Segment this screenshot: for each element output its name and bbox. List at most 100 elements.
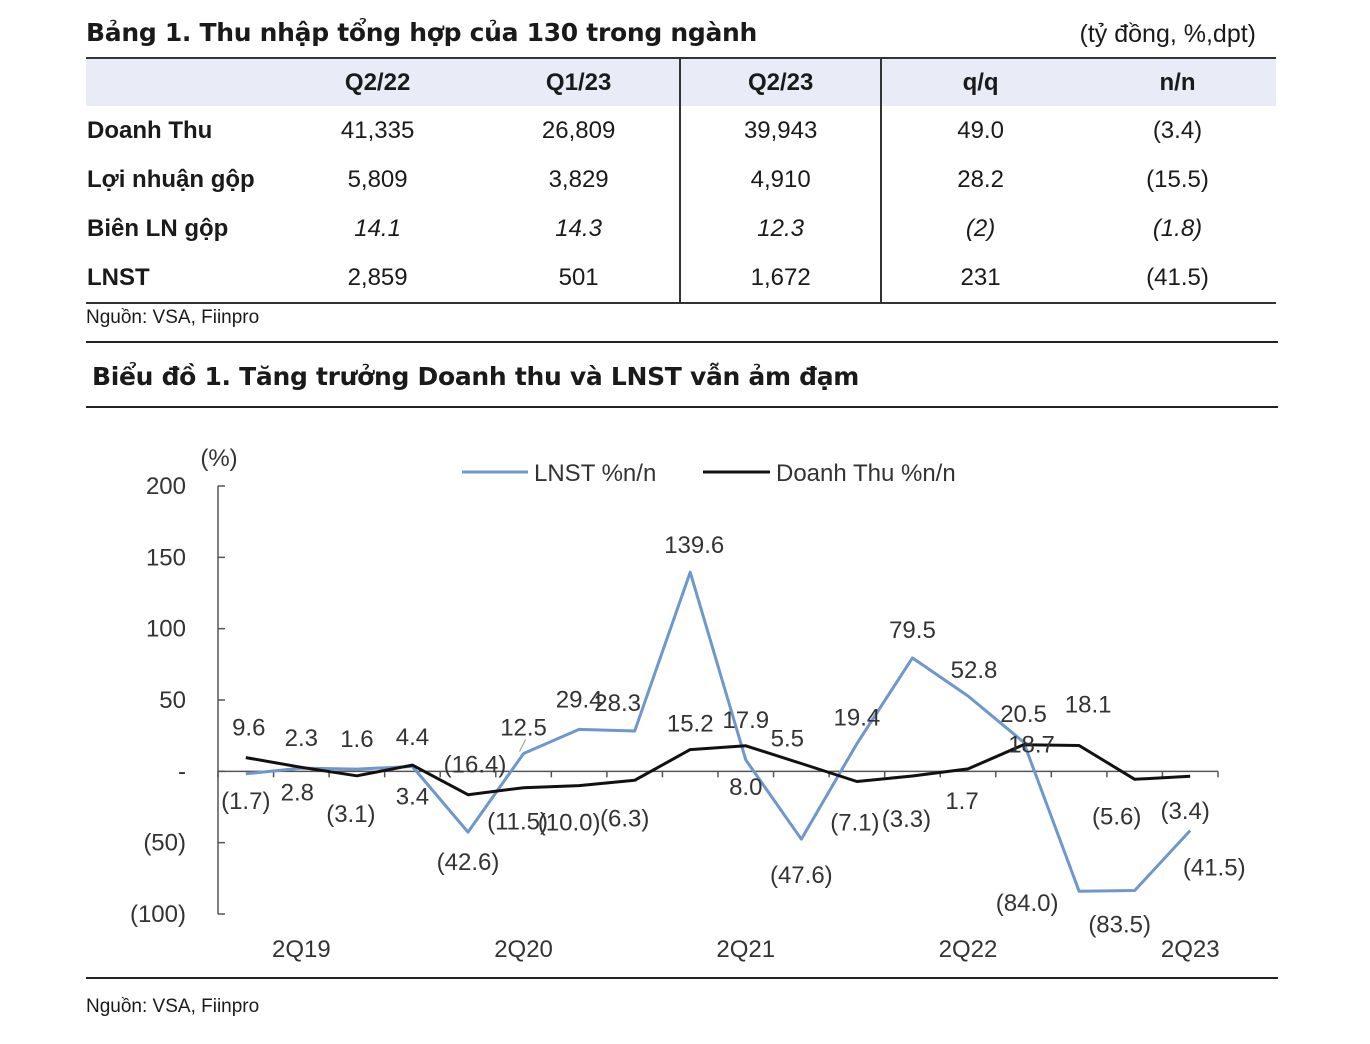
data-label-doanh-thu: 2.8 [281, 779, 314, 806]
data-labels: (1.7) 2.3 1.6 3.4 (42.6) 12.5 29.428.3 139.6 8.0… [221, 532, 1245, 938]
row-label: Lợi nhuận gộp [87, 165, 255, 193]
data-label-lnst: (83.5) [1088, 911, 1151, 938]
table-cell: 2,859 [347, 263, 408, 291]
data-label-lnst: 139.6 [664, 532, 724, 559]
data-label-doanh-thu: (10.0) [538, 810, 601, 837]
income-table: Q2/22 Q1/23 Q2/23 q/q n/n Doanh Thu 41,3… [86, 57, 1276, 304]
legend-label-lnst: LNST %n/n [534, 460, 656, 487]
series-lines [245, 570, 1192, 893]
y-axis-label: (%) [200, 445, 237, 472]
chart-source: Nguồn: VSA, Fiinpro [86, 996, 260, 1017]
data-label-lnst: 3.4 [396, 783, 429, 810]
data-label-doanh-thu: (11.5) [487, 809, 548, 836]
y-axis: 200 150 100 50 - (50) (100) [130, 473, 225, 928]
data-label-lnst: 79.5 [889, 617, 936, 644]
data-label-doanh-thu: (7.1) [830, 809, 879, 836]
table-unit: (tỷ đồng, %,dpt) [1079, 20, 1256, 48]
table-cell: 49.0 [880, 106, 1079, 155]
data-label-lnst: 8.0 [729, 774, 762, 801]
header-q2-23: Q2/23 [679, 58, 882, 106]
data-label-lnst: 19.4 [834, 705, 881, 732]
divider-bottom [86, 977, 1278, 979]
data-label-doanh-thu: 17.9 [722, 707, 769, 734]
x-tick-label: 2Q19 [272, 936, 331, 963]
table-row: Lợi nhuận gộp 5,809 3,829 4,910 28.2 (15… [86, 155, 1276, 204]
table-row: LNST 2,859 501 1,672 231 (41.5) [86, 253, 1276, 303]
chart-title: Biểu đồ 1. Tăng trưởng Doanh thu và LNST… [92, 362, 860, 391]
table-cell: 14.3 [555, 214, 602, 242]
header-q1-23: Q1/23 [478, 58, 681, 106]
data-label-lnst: 29.4 [556, 686, 603, 713]
data-label-doanh-thu: 9.6 [232, 715, 265, 742]
data-label-lnst: (1.7) [221, 788, 270, 815]
table-cell: 4,910 [679, 155, 882, 204]
y-tick-label: (50) [143, 830, 186, 857]
table-header-row: Q2/22 Q1/23 Q2/23 q/q n/n [86, 58, 1276, 106]
legend-label-doanh-thu: Doanh Thu %n/n [776, 460, 956, 487]
table-row: Biên LN gộp 14.1 14.3 12.3 (2) (1.8) [86, 204, 1276, 253]
data-label-lnst: 12.5 [500, 715, 547, 742]
table-cell: (1.8) [1152, 214, 1203, 242]
y-tick-label: 50 [159, 687, 186, 714]
data-label-lnst: 1.6 [340, 726, 373, 753]
y-tick-label: 150 [146, 544, 186, 571]
table-cell: 1,672 [679, 253, 882, 303]
data-label-lnst: 28.3 [594, 690, 641, 717]
x-tick-label: 2Q21 [716, 936, 775, 963]
table-cell: 26,809 [541, 116, 616, 144]
table-source: Nguồn: VSA, Fiinpro [86, 307, 260, 328]
data-label-doanh-thu: 5.5 [771, 725, 804, 752]
data-label-doanh-thu: (5.6) [1092, 803, 1141, 830]
x-tick-label: 2Q20 [494, 936, 553, 963]
data-label-doanh-thu: 18.1 [1065, 692, 1112, 719]
legend: LNST %n/n Doanh Thu %n/n [462, 460, 956, 487]
data-label-doanh-thu: (16.4) [444, 752, 507, 779]
table-cell: 39,943 [679, 106, 882, 155]
data-label-doanh-thu: (3.4) [1161, 798, 1210, 825]
data-label-lnst: 2.3 [285, 725, 318, 752]
table-cell: (3.4) [1152, 116, 1203, 144]
divider-chart-title [86, 406, 1278, 408]
y-tick-label: 100 [146, 616, 186, 643]
x-tick-label: 2Q23 [1161, 936, 1220, 963]
data-label-lnst: 20.5 [1000, 701, 1047, 728]
data-label-doanh-thu: 1.7 [945, 788, 978, 815]
data-label-doanh-thu: 18.7 [1008, 732, 1055, 759]
table-title: Bảng 1. Thu nhập tổng hợp của 130 trong … [86, 18, 758, 47]
table-cell: 12.3 [679, 204, 882, 253]
data-label-doanh-thu: (3.1) [326, 801, 375, 828]
series-line-doanh-thu [245, 743, 1191, 797]
data-label-doanh-thu: 15.2 [667, 711, 714, 738]
data-label-lnst: 52.8 [951, 657, 998, 684]
data-label-lnst: (84.0) [996, 890, 1059, 917]
table-cell: 28.2 [880, 155, 1079, 204]
header-nn: n/n [1079, 58, 1276, 106]
data-label-lnst: (41.5) [1183, 855, 1246, 882]
table-cell: 3,829 [548, 165, 609, 193]
x-tick-label: 2Q22 [939, 936, 998, 963]
row-label: Doanh Thu [87, 116, 213, 144]
y-tick-label: - [178, 758, 186, 785]
divider-top [86, 341, 1278, 343]
header-qq: q/q [880, 58, 1079, 106]
row-label: LNST [87, 263, 150, 291]
header-q2-22: Q2/22 [277, 58, 479, 106]
table-cell: 5,809 [347, 165, 408, 193]
data-label-lnst: (42.6) [437, 849, 500, 876]
table-cell: 501 [558, 263, 599, 291]
table-cell: 14.1 [354, 214, 401, 242]
y-tick-label: (100) [130, 901, 186, 928]
table-cell: (2) [880, 204, 1079, 253]
data-label-doanh-thu: (6.3) [600, 805, 649, 832]
table-cell: 41,335 [340, 116, 415, 144]
header-blank [86, 58, 278, 106]
table-cell: 231 [880, 253, 1079, 303]
data-label-lnst: (47.6) [770, 862, 833, 889]
row-label: Biên LN gộp [87, 214, 229, 242]
data-label-doanh-thu: (3.3) [882, 806, 931, 833]
table-row: Doanh Thu 41,335 26,809 39,943 49.0 (3.4… [86, 106, 1276, 155]
y-tick-label: 200 [146, 473, 186, 500]
data-label-doanh-thu: 4.4 [396, 724, 429, 751]
table-cell: (41.5) [1146, 263, 1209, 291]
